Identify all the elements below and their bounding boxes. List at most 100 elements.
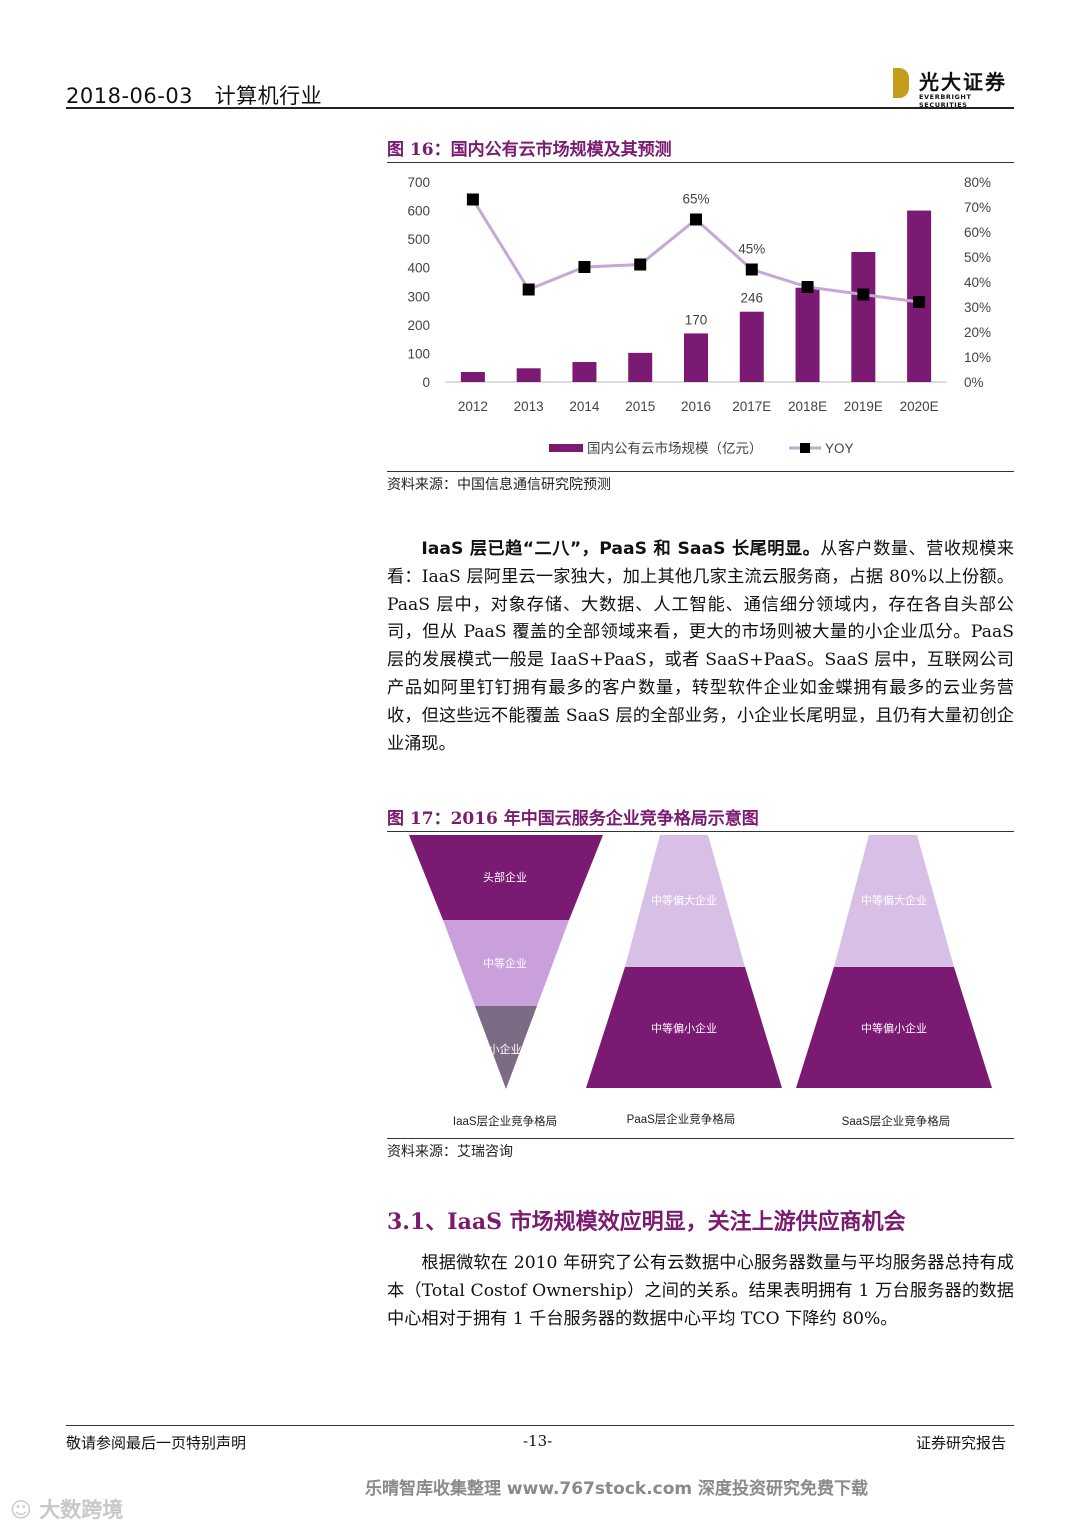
yoy-marker [578,261,591,273]
y-right-tick-label: 60% [964,225,991,240]
figure17-source: 资料来源：艾瑞咨询 [387,1144,513,1160]
y-right-tick-label: 80% [964,175,991,190]
legend-bar-label: 国内公有云市场规模（亿元） [587,440,763,456]
iaas-mid-segment [443,920,569,1006]
watermark-brand-text: 大数跨境 [39,1498,124,1522]
figure17-title: 图 17：2016 年中国云服务企业竞争格局示意图 [387,809,759,829]
y-right-tick-label: 20% [964,325,991,340]
iaas-top-segment [409,835,603,920]
y-left-tick-label: 200 [407,318,430,333]
x-tick-label: 2015 [625,399,655,414]
y-right-tick-label: 10% [964,350,991,365]
yoy-marker [857,288,870,301]
saas-lower-segment [796,967,992,1088]
figure16-top-rule [387,162,1014,163]
y-left-tick-label: 400 [407,261,430,276]
iaas-small-label: 小企业 [489,1042,522,1056]
yoy-marker [745,263,758,276]
report-date-industry: 2018-06-03 计算机行业 [66,80,322,110]
watermark-brand-icon: ☺ [10,1498,32,1522]
iaas-caption: IaaS层企业竞争格局 [453,1114,557,1128]
legend-bar-swatch [549,444,583,452]
bar [460,372,485,382]
x-tick-label: 2017E [732,399,771,414]
logo-en-text: EVERBRIGHT SECURITIES [919,93,972,109]
paas-lower-segment [586,967,782,1088]
bar [516,368,541,382]
legend-line-marker [800,443,810,453]
company-logo: 光大证券 EVERBRIGHT SECURITIES [893,66,1018,109]
iaas-mid-label: 中等企业 [483,956,527,970]
data-label: 65% [682,192,709,207]
x-tick-label: 2019E [844,399,883,414]
competition-pyramids: 头部企业 中等企业 小企业 IaaS层企业竞争格局 中等偏大企业 中等偏小企业 … [409,835,992,1128]
iaas-small-segment [475,1006,537,1089]
bar [628,352,653,382]
data-label: 45% [738,242,765,257]
x-tick-label: 2020E [900,399,939,414]
y-right-tick-label: 30% [964,300,991,315]
bar [795,287,820,382]
figure16-source: 资料来源：中国信息通信研究院预测 [387,477,611,493]
watermark-text: 乐晴智库收集整理 www.767stock.com 深度投资研究免费下载 [365,1479,869,1499]
y-left-tick-label: 100 [407,346,430,361]
y-left-tick-label: 300 [407,289,430,304]
section-paragraph: 根据微软在 2010 年研究了公有云数据中心服务器数量与平均服务器总持有成本（T… [387,1250,1014,1333]
bar [739,311,764,382]
market-size-chart: 700 600 500 400 300 200 100 0 80% 70% 60% 50% 40% 30%… [407,175,991,456]
saas-caption: SaaS层企业竞争格局 [842,1114,951,1128]
logo-mark-icon [893,68,909,98]
footer-disclaimer: 敬请参阅最后一页特别声明 [66,1434,247,1452]
y-right-tick-label: 70% [964,200,991,215]
x-tick-label: 2014 [569,399,600,414]
y-right-tick-label: 0% [964,375,984,390]
data-label: 246 [741,291,764,306]
y-left-tick-label: 700 [407,175,430,190]
bar [572,362,597,382]
page-number: -13- [523,1432,553,1450]
yoy-marker [522,283,535,296]
paas-caption: PaaS层企业竞争格局 [627,1112,736,1126]
logo-cn-text: 光大证券 [919,70,1007,94]
paas-upper-segment [625,835,745,967]
figure16-title: 图 16：国内公有云市场规模及其预测 [387,140,672,160]
y-right-tick-label: 40% [964,275,991,290]
industry-label: 计算机行业 [214,84,323,108]
legend-line-label: YOY [825,441,854,456]
saas-upper-label: 中等偏大企业 [861,893,927,907]
figure17-top-rule [387,831,1014,832]
footer-report-type: 证券研究报告 [916,1434,1007,1452]
x-tick-label: 2012 [458,399,488,414]
footer-divider [66,1425,1014,1426]
yoy-marker [690,213,702,226]
x-tick-label: 2018E [788,399,827,414]
section-title: 3.1、IaaS 市场规模效应明显，关注上游供应商机会 [387,1209,906,1235]
figure17-bottom-rule [387,1138,1014,1139]
paragraph1-text: 从客户数量、营收规模来看：IaaS 层阿里云一家独大，加上其他几家主流云服务商，… [387,539,1014,754]
yoy-marker [913,296,926,308]
paragraph1-lead: IaaS 层已趋“二八”，PaaS 和 SaaS 长尾明显。 [421,539,821,559]
saas-upper-segment [834,835,954,967]
y-left-tick-label: 600 [407,204,430,219]
bar [684,333,708,382]
iaas-top-label: 头部企业 [483,870,527,884]
yoy-marker [801,281,814,293]
bar [851,252,876,382]
x-tick-label: 2016 [681,399,711,414]
data-label: 170 [685,312,708,327]
paas-upper-label: 中等偏大企业 [651,893,717,907]
y-left-tick-label: 500 [407,232,430,247]
watermark-brand: ☺ 大数跨境 [10,1494,123,1524]
x-tick-label: 2013 [514,399,544,414]
paas-lower-label: 中等偏小企业 [651,1021,717,1035]
header-divider [66,107,1014,109]
section-text: 根据微软在 2010 年研究了公有云数据中心服务器数量与平均服务器总持有成本（T… [387,1253,1014,1329]
yoy-marker [634,258,647,271]
body-paragraph-1: IaaS 层已趋“二八”，PaaS 和 SaaS 长尾明显。从客户数量、营收规模… [387,536,1014,758]
y-left-tick-label: 0 [422,375,430,390]
report-date: 2018-06-03 [66,84,194,108]
yoy-marker [466,193,479,206]
saas-lower-label: 中等偏小企业 [861,1021,927,1035]
figure16-bottom-rule [387,471,1014,472]
y-right-tick-label: 50% [964,250,991,265]
